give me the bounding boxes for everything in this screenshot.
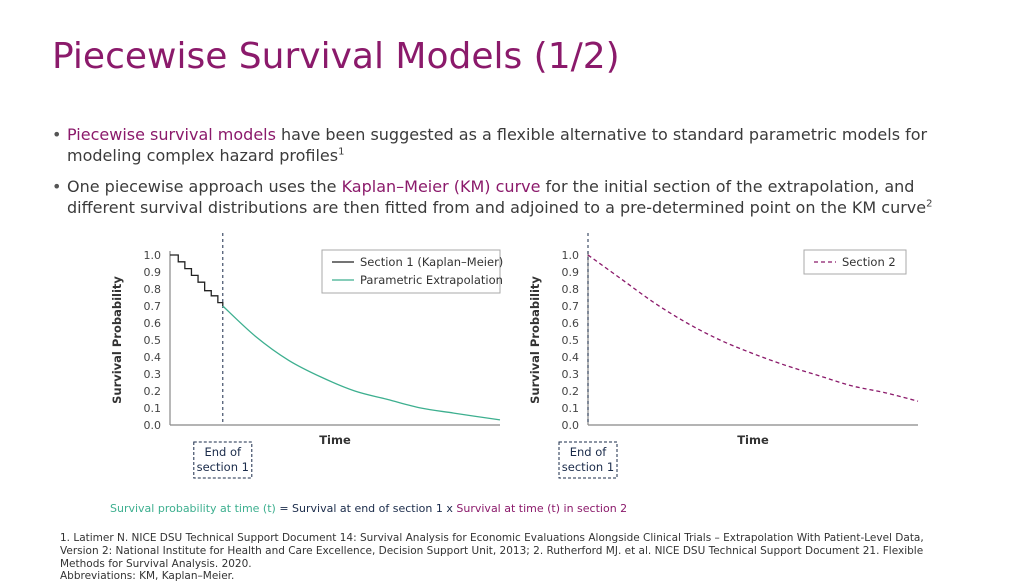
x-axis-label: Time: [319, 433, 351, 447]
formula-text: Survival probability at time (t) = Survi…: [110, 502, 627, 515]
y-tick-label: 1.0: [144, 249, 162, 262]
series-line-1: [170, 254, 224, 306]
y-axis-label: Survival Probability: [528, 276, 542, 404]
y-axis-label: Survival Probability: [110, 276, 124, 404]
formula-part1: Survival probability at time (t): [110, 502, 276, 515]
x-axis-label: Time: [737, 433, 769, 447]
legend-label: Section 2: [842, 255, 896, 269]
y-tick-label: 0.0: [562, 419, 580, 432]
legend-label: Section 1 (Kaplan–Meier): [360, 255, 503, 269]
cutoff-label-line1: End of: [570, 445, 608, 459]
y-tick-label: 0.2: [144, 385, 162, 398]
cutoff-label-box: [558, 441, 618, 479]
references: 1. Latimer N. NICE DSU Technical Support…: [60, 532, 924, 570]
formula-times: x: [442, 502, 457, 515]
survival-chart-section2: 0.0 0.1 0.2 0.3 0.4 0.5 0.6 0.7 0.8 0.9 1.0 Surviva…: [528, 233, 919, 479]
y-tick-label: 1.0: [562, 249, 580, 262]
y-tick-label: 0.8: [144, 283, 162, 296]
y-tick-label: 0.9: [562, 266, 580, 279]
highlight-text: Kaplan–Meier (KM) curve: [341, 177, 541, 196]
slide-title: Piecewise Survival Models (1/2): [52, 36, 620, 77]
bullet-item: Piecewise survival models have been sugg…: [52, 124, 982, 166]
y-tick-label: 0.6: [562, 317, 580, 330]
y-tick-label: 0.0: [144, 419, 162, 432]
legend-label: Parametric Extrapolation: [360, 273, 503, 287]
cutoff-label-line2: section 1: [197, 460, 249, 474]
series-line-2: [222, 305, 501, 421]
y-tick-label: 0.4: [144, 351, 162, 364]
y-tick-label: 0.2: [562, 385, 580, 398]
bullet-text: have been suggested as a flexible altern…: [67, 125, 928, 165]
cutoff-label-box: [193, 441, 253, 479]
highlight-text: Piecewise survival models: [67, 125, 276, 144]
bullet-text: for the initial section of the extrapola…: [67, 177, 927, 217]
footnote-ref: 1: [338, 146, 345, 158]
formula-part2: Survival at end of section 1: [292, 502, 443, 515]
formula-part3: Survival at time (t) in section 2: [456, 502, 628, 515]
y-tick-label: 0.9: [144, 266, 162, 279]
y-tick-label: 0.7: [144, 300, 162, 313]
bullet-text: One piecewise approach uses the: [67, 177, 342, 196]
y-tick-label: 0.4: [562, 351, 580, 364]
y-tick-label: 0.5: [144, 334, 162, 347]
y-tick-label: 0.3: [562, 368, 580, 381]
y-tick-label: 0.6: [144, 317, 162, 330]
cutoff-label-line1: End of: [204, 445, 242, 459]
formula-eq: =: [275, 502, 293, 515]
y-tick-label: 0.5: [562, 334, 580, 347]
cutoff-label-line2: section 1: [562, 460, 614, 474]
bullet-item: One piecewise approach uses the Kaplan–M…: [52, 176, 982, 218]
y-tick-label: 0.1: [144, 402, 162, 415]
y-tick-label: 0.1: [562, 402, 580, 415]
y-tick-label: 0.7: [562, 300, 580, 313]
footnote-ref: 2: [926, 198, 933, 210]
abbreviations: Abbreviations: KM, Kaplan–Meier.: [60, 570, 235, 582]
y-tick-label: 0.3: [144, 368, 162, 381]
survival-chart-section1: 0.0 0.1 0.2 0.3 0.4 0.5 0.6 0.7 0.8 0.9 1.0 Surviva…: [110, 233, 503, 479]
series-line-1: [587, 254, 919, 402]
legend-box: [321, 249, 501, 294]
bullet-list: Piecewise survival models have been sugg…: [52, 124, 982, 228]
y-tick-label: 0.8: [562, 283, 580, 296]
